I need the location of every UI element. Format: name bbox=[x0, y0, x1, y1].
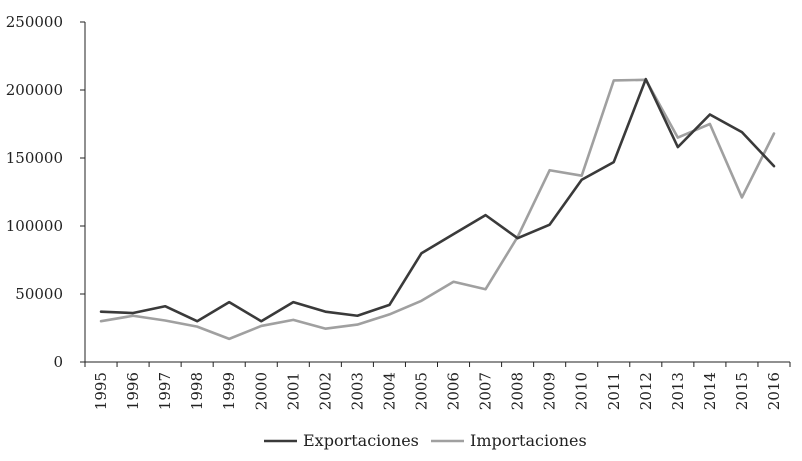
x-tick-label: 2012 bbox=[637, 372, 655, 410]
x-tick-label: 2016 bbox=[765, 372, 783, 410]
x-tick-label: 1996 bbox=[124, 372, 142, 410]
x-tick-label: 2014 bbox=[701, 372, 719, 410]
x-tick-label: 2005 bbox=[412, 372, 430, 410]
x-tick-label: 1998 bbox=[188, 372, 206, 410]
y-tick-label: 0 bbox=[53, 353, 63, 371]
y-tick-label: 150000 bbox=[6, 149, 63, 167]
x-tick-label: 2009 bbox=[541, 372, 559, 410]
x-tick-label: 1999 bbox=[220, 372, 238, 410]
x-axis: 1995 1996 1997 1998 1999 2000 2001 2002 2003 2004… bbox=[84, 361, 791, 410]
series-line-importaciones bbox=[99, 78, 776, 341]
legend-label-exportaciones: Exportaciones bbox=[303, 431, 419, 450]
series-line-exportaciones bbox=[99, 77, 776, 323]
x-tick-label: 2003 bbox=[348, 372, 366, 410]
y-tick-label: 100000 bbox=[6, 217, 63, 235]
y-tick-label: 50000 bbox=[15, 285, 63, 303]
x-tick-label: 1997 bbox=[156, 372, 174, 410]
x-tick-label: 2002 bbox=[316, 372, 334, 410]
x-tick-label: 2000 bbox=[252, 372, 270, 410]
y-tick-label: 200000 bbox=[6, 81, 63, 99]
x-tick-label: 2011 bbox=[605, 372, 623, 410]
x-tick-label: 2015 bbox=[733, 372, 751, 410]
x-tick-label: 2004 bbox=[380, 372, 398, 410]
x-tick-label: 2010 bbox=[573, 372, 591, 410]
x-tick-label: 2008 bbox=[509, 372, 527, 410]
legend-label-importaciones: Importaciones bbox=[470, 431, 587, 450]
y-tick-label: 250000 bbox=[6, 13, 63, 31]
x-tick-label: 2007 bbox=[477, 372, 495, 410]
series-layer bbox=[99, 77, 776, 341]
x-tick-label: 2001 bbox=[284, 372, 302, 410]
x-tick-label: 2006 bbox=[445, 372, 463, 410]
legend: Exportaciones Importaciones bbox=[264, 431, 587, 450]
y-axis: 0 50000 100000 150000 200000 250000 bbox=[6, 13, 86, 371]
x-tick-label: 1995 bbox=[92, 372, 110, 410]
x-tick-label: 2013 bbox=[669, 372, 687, 410]
